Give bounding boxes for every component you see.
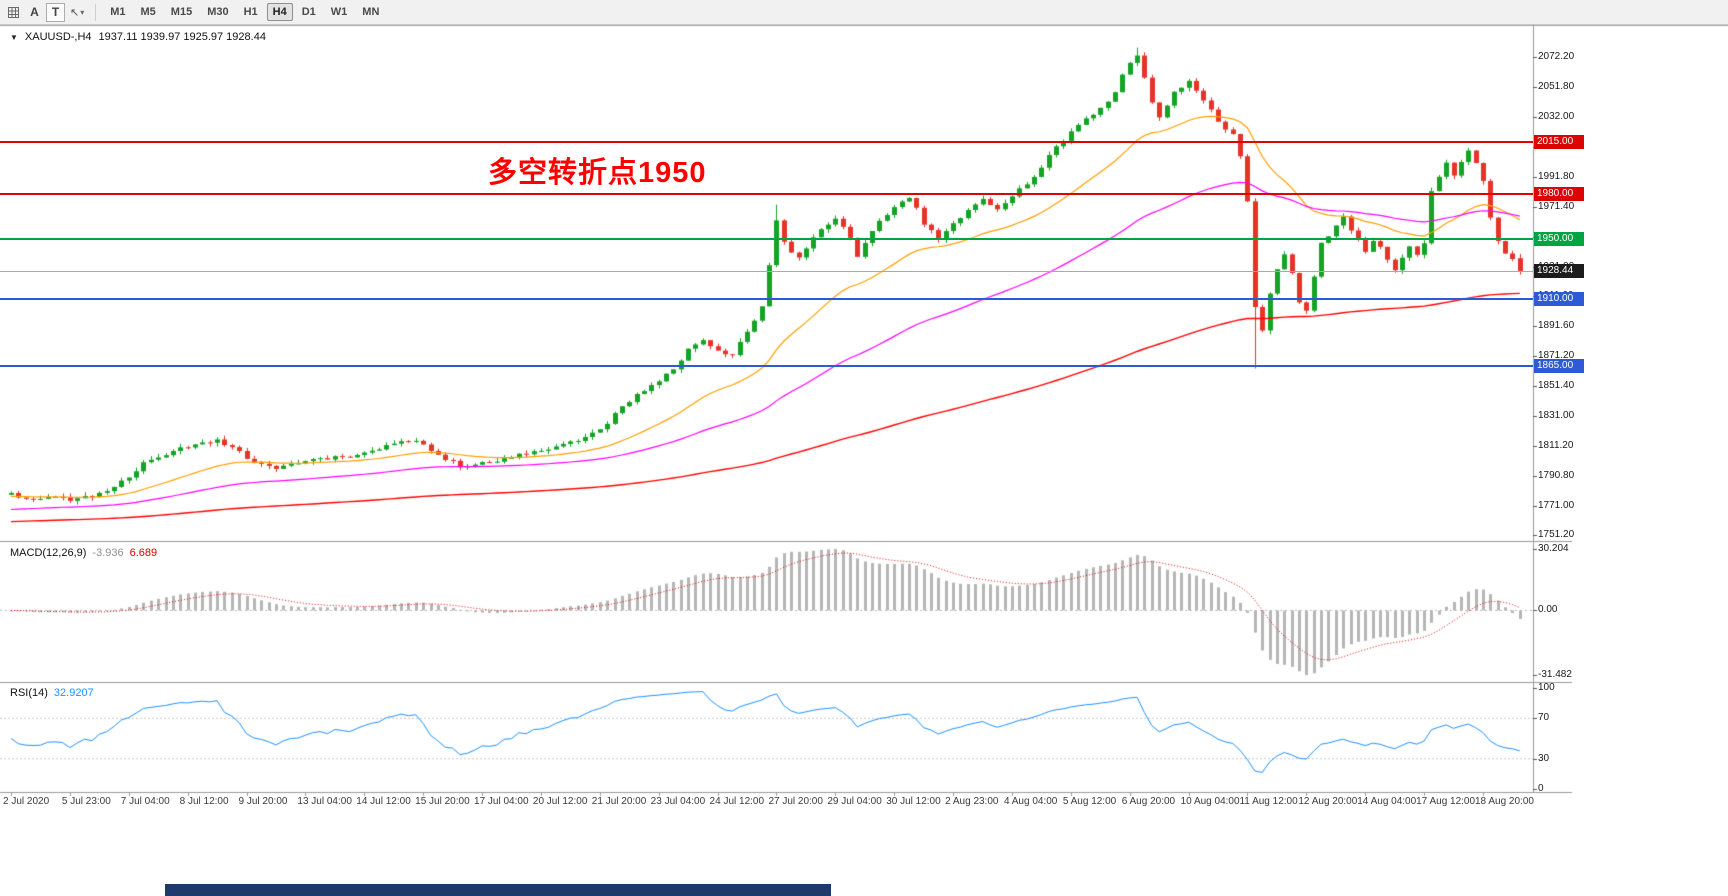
timeframe-button-h4[interactable]: H4: [266, 3, 293, 21]
cursor-icon: ↖: [70, 6, 80, 19]
time-axis-label: 23 Jul 04:00: [650, 796, 706, 807]
price-axis-tick: 1751.20: [1538, 529, 1575, 540]
timeframe-button-w1[interactable]: W1: [330, 6, 348, 18]
taskbar-fragment: [165, 884, 831, 896]
timeframe-button-h1[interactable]: H1: [243, 6, 258, 18]
symbol-dropdown-icon[interactable]: ▼: [10, 32, 18, 42]
time-axis-label: 11 Aug 12:00: [1239, 796, 1298, 807]
current-price-line: [0, 271, 1533, 273]
price-axis-tick: 2072.20: [1538, 51, 1575, 62]
macd-signal-value: 6.689: [129, 547, 158, 559]
timeframe-button-m30[interactable]: M30: [207, 6, 229, 18]
price-axis-tick: 1811.20: [1538, 439, 1574, 451]
chart-symbol-header: ▼ XAUUSD-,H4 1937.11 1939.97 1925.97 192…: [10, 31, 266, 43]
price-tag-1980.00: 1980.00: [1534, 187, 1584, 202]
horizontal-line-1865.00[interactable]: [0, 364, 1533, 367]
chart-annotation-text[interactable]: 多空转折点1950: [488, 157, 707, 189]
rsi-level-label-30: 30: [1538, 752, 1550, 764]
price-tag-1950.00: 1950.00: [1534, 231, 1584, 246]
arrow-tool-button[interactable]: A: [25, 3, 44, 22]
tile-windows-icon[interactable]: [3, 3, 23, 22]
time-axis-label: 27 Jul 20:00: [768, 796, 823, 807]
timeframe-button-d1[interactable]: D1: [301, 6, 316, 18]
rsi-value: 32.9207: [53, 687, 94, 699]
macd-name: MACD(12,26,9): [10, 547, 87, 559]
time-axis-label: 2 Jul 2020: [3, 796, 50, 807]
chevron-down-icon: ▾: [80, 7, 85, 17]
rsi-level-label-0: 0: [1538, 783, 1544, 794]
toolbar: A T ↖ ▾ M1 M5 M15 M30 H1 H4 D1 W1 MN: [0, 0, 1728, 25]
time-axis-label: 5 Jul 23:00: [61, 796, 111, 807]
time-axis-label: 29 Jul 04:00: [827, 796, 882, 807]
rsi-level-label-100: 100: [1538, 682, 1555, 693]
horizontal-line-1950.00[interactable]: [0, 237, 1533, 240]
timeframe-button-mn[interactable]: MN: [362, 6, 380, 18]
price-axis-tick: 1871.20: [1538, 350, 1575, 362]
time-axis-label: 24 Jul 12:00: [709, 796, 765, 807]
price-axis-tick: 1771.00: [1538, 499, 1575, 511]
time-axis-label: 17 Aug 12:00: [1416, 796, 1476, 807]
time-axis-label: 5 Aug 12:00: [1062, 796, 1117, 807]
price-axis-tick: 1891.60: [1538, 319, 1575, 331]
time-axis-label: 7 Jul 04:00: [120, 796, 170, 807]
time-axis-label: 30 Jul 12:00: [886, 796, 941, 807]
text-tool-button[interactable]: T: [46, 2, 65, 22]
time-axis-label: 21 Jul 20:00: [591, 796, 647, 807]
time-axis-label: 14 Jul 12:00: [356, 796, 411, 807]
timeframe-button-m5[interactable]: M5: [140, 6, 156, 18]
time-axis-label: 17 Jul 04:00: [474, 796, 529, 807]
horizontal-line-1980.00[interactable]: [0, 193, 1533, 196]
time-axis-label: 8 Jul 12:00: [179, 796, 229, 807]
timeframe-button-group: M1 M5 M15 M30 H1 H4 D1 W1 MN: [104, 3, 385, 21]
price-tag-1865.00: 1865.00: [1534, 358, 1584, 373]
timeframe-button-m1[interactable]: M1: [110, 6, 126, 18]
time-axis-label: 10 Aug 04:00: [1180, 796, 1240, 807]
horizontal-line-1910.00[interactable]: [0, 297, 1533, 300]
macd-axis-max-label: 30.204: [1538, 543, 1569, 554]
rsi-name: RSI(14): [10, 687, 48, 699]
time-axis-label: 15 Jul 20:00: [415, 796, 470, 807]
price-axis-tick: 1971.40: [1538, 201, 1575, 213]
time-axis-label: 9 Jul 20:00: [238, 796, 288, 807]
rsi-level-label-70: 70: [1538, 712, 1550, 724]
macd-axis-zero-label: 0.00: [1538, 604, 1558, 616]
time-axis-label: 14 Aug 04:00: [1357, 796, 1417, 807]
time-axis-label: 6 Aug 20:00: [1121, 796, 1176, 807]
price-axis-tick: 1790.80: [1538, 470, 1575, 482]
price-axis-tick: 1831.00: [1538, 410, 1575, 422]
time-axis-label: 20 Jul 12:00: [532, 796, 588, 807]
ohlc-readout: 1937.11 1939.97 1925.97 1928.44: [98, 31, 266, 43]
time-axis-label: 18 Aug 20:00: [1475, 796, 1534, 807]
current-price-tag: 1928.44: [1534, 264, 1584, 279]
cursor-dropdown-button[interactable]: ↖ ▾: [67, 3, 87, 22]
toolbar-separator: [95, 3, 97, 21]
price-axis-tick: 2032.00: [1538, 110, 1575, 122]
macd-axis-min-label: -31.482: [1538, 669, 1572, 680]
price-axis-tick: 2051.80: [1538, 81, 1575, 93]
timeframe-button-m15[interactable]: M15: [170, 6, 193, 18]
time-axis-label: 12 Aug 20:00: [1298, 796, 1358, 807]
symbol-label: XAUUSD-,H4: [24, 31, 92, 43]
horizontal-line-2015.00[interactable]: [0, 141, 1533, 144]
rsi-indicator-label: RSI(14) 32.9207: [10, 687, 94, 699]
time-axis-label: 2 Aug 23:00: [945, 796, 999, 807]
price-axis-tick: 1851.40: [1538, 379, 1575, 391]
price-axis-tick: 1991.80: [1538, 170, 1575, 182]
macd-indicator-label: MACD(12,26,9) -3.936 6.689: [10, 547, 157, 559]
time-axis-label: 13 Jul 04:00: [297, 796, 352, 807]
macd-main-value: -3.936: [92, 547, 124, 559]
price-tag-1910.00: 1910.00: [1534, 291, 1584, 306]
time-axis-label: 4 Aug 04:00: [1003, 796, 1058, 807]
price-tag-2015.00: 2015.00: [1534, 135, 1584, 150]
